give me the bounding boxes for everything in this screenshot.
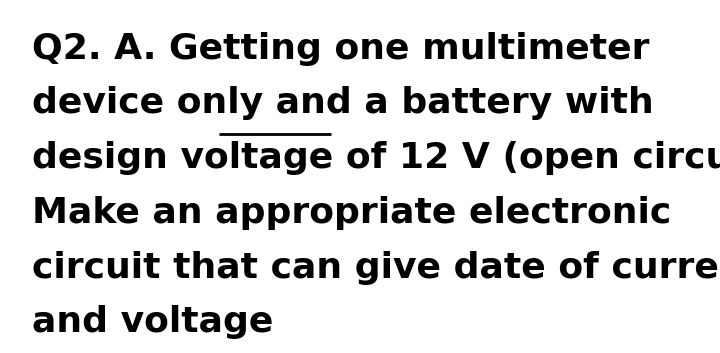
Text: and voltage: and voltage bbox=[32, 305, 274, 339]
Text: device only: device only bbox=[32, 86, 264, 120]
Text: circuit that can give date of current: circuit that can give date of current bbox=[32, 251, 720, 285]
Text: Q2. A. Getting one multimeter: Q2. A. Getting one multimeter bbox=[32, 32, 650, 66]
Text: device: device bbox=[32, 86, 177, 120]
Text: Make an appropriate electronic: Make an appropriate electronic bbox=[32, 196, 672, 230]
Text: design voltage of 12 V (open circuit).: design voltage of 12 V (open circuit). bbox=[32, 141, 720, 175]
Text: device only and a battery with: device only and a battery with bbox=[32, 86, 654, 120]
